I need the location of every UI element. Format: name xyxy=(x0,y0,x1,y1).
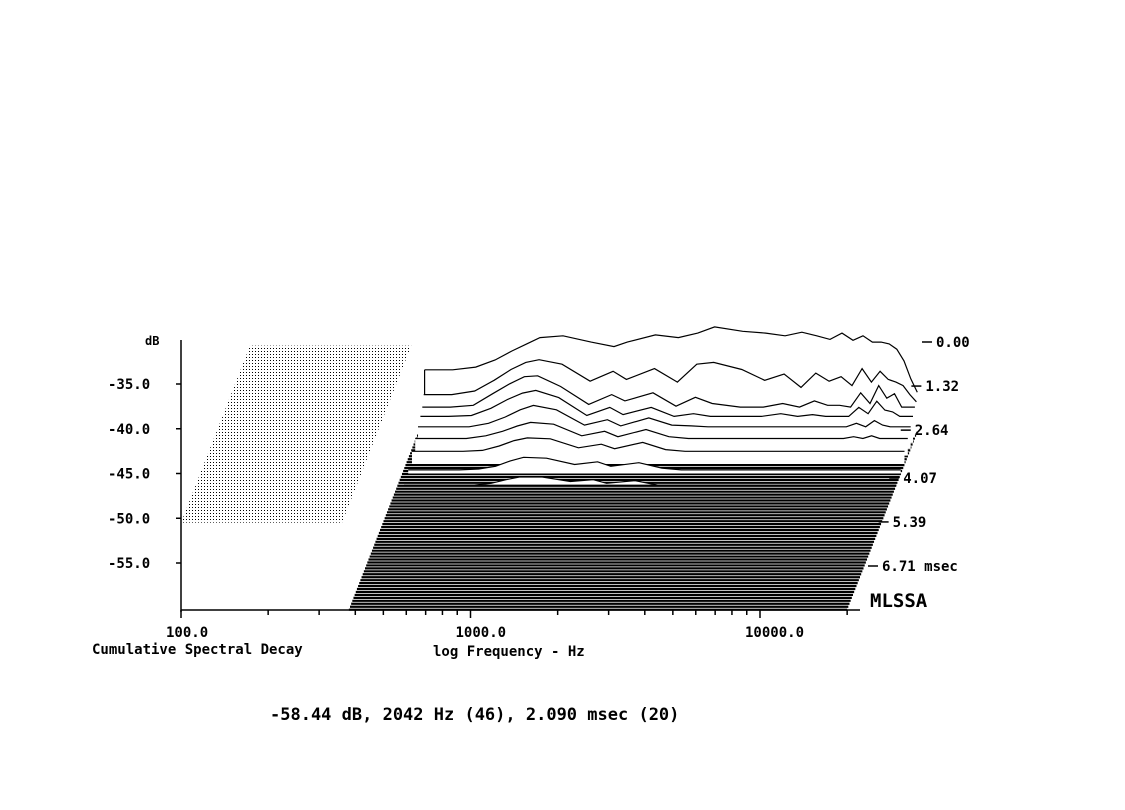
time-tick-label: 5.39 xyxy=(893,515,927,531)
y-tick-label: -50.0 xyxy=(108,511,150,527)
decay-slice xyxy=(423,359,917,403)
time-tick-label: 4.07 xyxy=(903,471,937,487)
brand-label: MLSSA xyxy=(870,590,928,612)
decay-slice xyxy=(404,476,897,486)
slice-fill xyxy=(403,477,897,486)
y-axis-ticks: -35.0 -40.0 -45.0 -50.0 -55.0 xyxy=(108,377,181,572)
back-wall-plane xyxy=(181,345,412,523)
chart-title: Cumulative Spectral Decay xyxy=(92,642,303,658)
time-tick-label: 2.64 xyxy=(915,423,949,439)
y-tick-label: -35.0 xyxy=(108,377,150,393)
slice-fill xyxy=(408,457,901,474)
x-axis-label: log Frequency - Hz xyxy=(433,644,585,660)
time-tick-label: 1.32 xyxy=(925,379,959,395)
decay-slice xyxy=(412,437,905,452)
decay-slice xyxy=(415,421,908,440)
x-tick-label: 1000.0 xyxy=(456,625,507,641)
stippled-floor xyxy=(181,345,412,523)
y-tick-label: -45.0 xyxy=(108,467,150,483)
decay-slice xyxy=(420,389,913,418)
y-axis-label: dB xyxy=(145,334,159,348)
time-tick-label: 6.71 msec xyxy=(882,559,958,575)
decay-slice xyxy=(408,456,901,471)
x-tick-label: 10000.0 xyxy=(745,625,804,641)
y-tick-label: -40.0 xyxy=(108,422,150,438)
decay-slices xyxy=(403,326,918,486)
x-axis-ticks: 100.0 1000.0 10000.0 xyxy=(166,610,848,641)
decay-slice xyxy=(424,326,918,393)
decay-slice xyxy=(422,375,915,408)
x-tick-label: 100.0 xyxy=(166,625,208,641)
y-tick-label: -55.0 xyxy=(108,556,150,572)
time-tick-label: 0.00 xyxy=(936,335,970,351)
cursor-readout: -58.44 dB, 2042 Hz (46), 2.090 msec (20) xyxy=(270,705,679,725)
time-axis-ticks: 0.00 1.32 2.64 4.07 5.39 6.71 msec xyxy=(868,335,970,575)
decay-slice xyxy=(418,404,911,428)
